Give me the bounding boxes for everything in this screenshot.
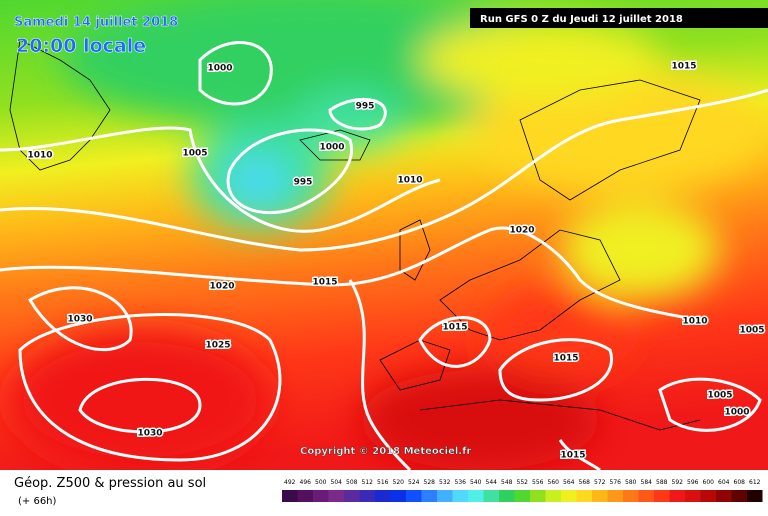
scale-label: 604	[718, 479, 730, 486]
scale-swatch	[716, 490, 732, 502]
isobar-label: 1005	[707, 391, 732, 401]
scale-label: 548	[501, 479, 513, 486]
scale-label: 560	[548, 479, 560, 486]
scale-swatch	[406, 490, 422, 502]
scale-swatch	[452, 490, 468, 502]
scale-swatch	[313, 490, 329, 502]
scale-label: 556	[532, 479, 544, 486]
scale-label: 536	[455, 479, 467, 486]
scale-swatch	[297, 490, 313, 502]
scale-label: 492	[284, 479, 296, 486]
isobar-label: 1025	[205, 341, 230, 351]
isobar-label: 1000	[319, 143, 344, 153]
scale-label: 596	[687, 479, 699, 486]
legend-title: Géop. Z500 & pression au sol	[14, 476, 206, 491]
scale-label: 512	[362, 479, 374, 486]
scale-swatch	[375, 490, 391, 502]
scale-swatch	[545, 490, 561, 502]
scale-label: 608	[734, 479, 746, 486]
scale-label: 552	[517, 479, 529, 486]
geopotential-fields	[10, 0, 768, 470]
scale-swatch	[747, 490, 763, 502]
isobar-label: 1000	[207, 64, 232, 74]
isobar-label: 1005	[182, 149, 207, 159]
scale-label: 600	[703, 479, 715, 486]
scale-label: 576	[610, 479, 622, 486]
scale-label: 564	[563, 479, 575, 486]
isobar-label: 1020	[209, 282, 234, 292]
scale-swatch	[607, 490, 623, 502]
isobar-label: 1015	[671, 62, 696, 72]
scale-label: 496	[300, 479, 312, 486]
scale-label: 592	[672, 479, 684, 486]
scale-swatch	[576, 490, 592, 502]
scale-swatch	[359, 490, 375, 502]
run-info: Run GFS 0 Z du Jeudi 12 juillet 2018	[480, 14, 683, 25]
scale-label: 544	[486, 479, 498, 486]
scale-label: 568	[579, 479, 591, 486]
isobar-label: 1030	[67, 315, 92, 325]
scale-label: 612	[749, 479, 761, 486]
isobar-label: 1015	[312, 278, 337, 288]
scale-swatch	[592, 490, 608, 502]
isobar-label: 1010	[27, 151, 52, 161]
scale-swatch	[638, 490, 654, 502]
local-time: 20:00 locale	[16, 35, 146, 57]
scale-swatch	[700, 490, 716, 502]
scale-swatch	[390, 490, 406, 502]
scale-label: 520	[393, 479, 405, 486]
isobar-label: 1015	[442, 323, 467, 333]
scale-swatch	[731, 490, 747, 502]
scale-swatch	[437, 490, 453, 502]
isobar-label: 995	[356, 102, 375, 112]
isobars	[0, 41, 768, 472]
isobar-label: 995	[294, 178, 313, 188]
color-scale: 492 496 500 504 508 512 516 520 524 528 532 536 540 5…	[282, 479, 763, 502]
isobar-label: 1005	[739, 326, 764, 336]
isobar-label: 1015	[553, 354, 578, 364]
lead-time: (+ 66h)	[18, 496, 57, 507]
scale-swatch	[328, 490, 344, 502]
scale-label: 532	[439, 479, 451, 486]
scale-swatch	[530, 490, 546, 502]
scale-label: 540	[470, 479, 482, 486]
run-banner	[470, 8, 768, 28]
isobar-label: 1010	[397, 176, 422, 186]
isobar-label: 1015	[560, 451, 585, 461]
scale-label: 584	[641, 479, 653, 486]
scale-swatch	[514, 490, 530, 502]
scale-swatch	[421, 490, 437, 502]
scale-label: 572	[594, 479, 606, 486]
scale-swatch	[669, 490, 685, 502]
scale-swatch	[623, 490, 639, 502]
coastlines	[9, 39, 701, 431]
scale-label: 524	[408, 479, 420, 486]
isobar-label: 1000	[724, 408, 749, 418]
scale-swatch	[468, 490, 484, 502]
scale-label: 588	[656, 479, 668, 486]
scale-label: 508	[346, 479, 358, 486]
scale-label: 580	[625, 479, 637, 486]
date: Samedi 14 juillet 2018	[14, 15, 178, 30]
scale-swatch	[561, 490, 577, 502]
scale-label: 516	[377, 479, 389, 486]
scale-label: 500	[315, 479, 327, 486]
copyright: Copyright © 2018 Meteociel.fr	[300, 446, 471, 457]
isobar-label: 1020	[509, 226, 534, 236]
scale-swatch	[685, 490, 701, 502]
scale-swatch	[344, 490, 360, 502]
scale-swatch	[654, 490, 670, 502]
isobar-label: 1030	[137, 429, 162, 439]
scale-label: 528	[424, 479, 436, 486]
isobar-label: 1010	[682, 317, 707, 327]
scale-swatch	[483, 490, 499, 502]
scale-swatch	[499, 490, 515, 502]
scale-swatch	[282, 490, 298, 502]
scale-label: 504	[331, 479, 343, 486]
